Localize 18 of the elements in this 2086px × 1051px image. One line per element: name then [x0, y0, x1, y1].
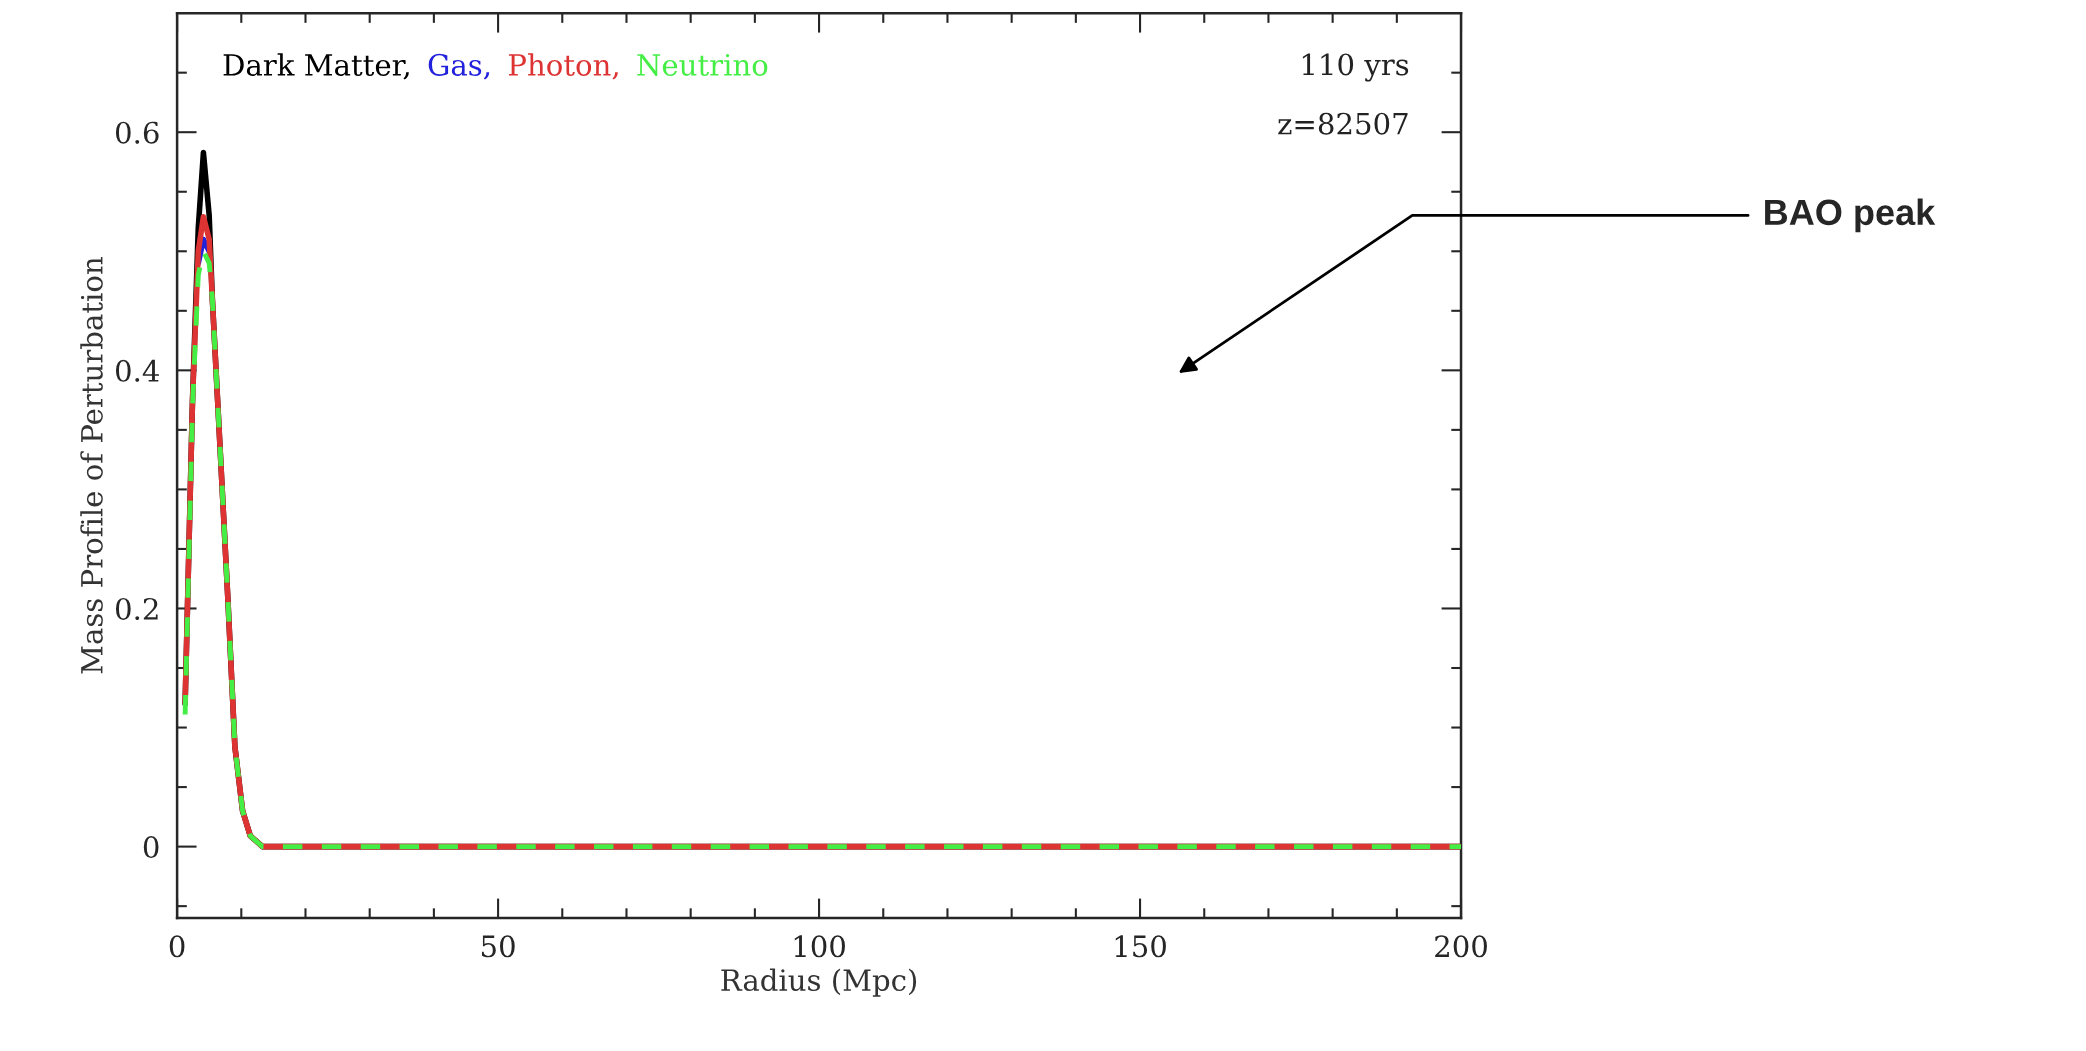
x-tick-label: 0 [169, 935, 185, 958]
y-tick-label: 0.6 [115, 121, 159, 144]
x-tick-label: 150 [1115, 935, 1166, 958]
x-tick-label: 100 [794, 935, 845, 958]
text: Dark Matter, [223, 53, 409, 80]
text: Neutrino [637, 54, 768, 76]
x-tick-label: 50 [482, 935, 515, 958]
x-axis-title: Radius (Mpc) [721, 968, 917, 997]
y-tick-label: 0.4 [115, 359, 159, 382]
y-tick-label: 0 [143, 836, 159, 859]
y-tick-label: 0.2 [115, 597, 158, 620]
x-tick-label: 200 [1435, 935, 1487, 958]
text: BAO peak [1765, 198, 1936, 233]
text: Gas, [428, 53, 490, 80]
annotation: z=82507 [1278, 112, 1408, 135]
text: Photon, [508, 53, 618, 80]
y-axis-title: Mass Profile of Perturbation [80, 257, 103, 674]
annotation: 110 yrs [1302, 53, 1409, 82]
